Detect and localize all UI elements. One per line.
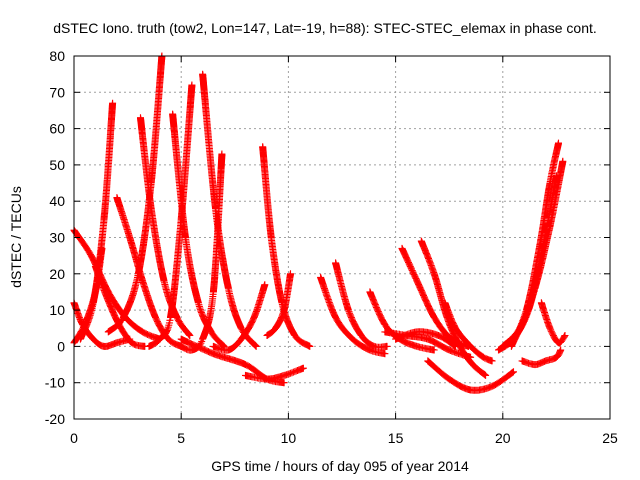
y-tick-label: -10 xyxy=(45,375,65,391)
plus-marker xyxy=(480,370,488,378)
plus-marker xyxy=(482,371,490,379)
x-tick-label: 20 xyxy=(495,430,511,446)
y-tick-label: 30 xyxy=(49,230,65,246)
data-series xyxy=(242,364,307,383)
plus-marker xyxy=(452,342,460,350)
y-tick-label: 70 xyxy=(49,84,65,100)
data-series xyxy=(392,328,460,350)
x-tick-label: 10 xyxy=(281,430,297,446)
grid-lines xyxy=(74,56,610,419)
data-series xyxy=(518,346,565,369)
plus-marker xyxy=(546,324,554,332)
plus-marker xyxy=(323,293,331,301)
data-series xyxy=(209,281,269,354)
plus-marker xyxy=(559,157,567,165)
plus-marker xyxy=(547,327,555,335)
data-series xyxy=(113,194,185,350)
y-tick-label: 50 xyxy=(49,157,65,173)
plus-marker xyxy=(488,357,496,365)
plus-marker xyxy=(237,324,245,332)
plus-marker xyxy=(306,342,314,350)
plus-marker xyxy=(547,326,555,334)
plus-marker xyxy=(519,317,527,325)
y-tick-label: 80 xyxy=(49,48,65,64)
plus-marker xyxy=(261,281,269,289)
data-series xyxy=(537,299,569,347)
data-series xyxy=(424,357,517,394)
plus-marker xyxy=(518,320,526,328)
data-series xyxy=(91,263,149,350)
x-tick-label: 5 xyxy=(177,430,185,446)
x-tick-label: 0 xyxy=(70,430,78,446)
data-series xyxy=(76,99,117,343)
y-tick-label: 40 xyxy=(49,193,65,209)
plus-marker xyxy=(383,342,391,350)
plus-marker xyxy=(252,342,260,350)
plus-marker xyxy=(186,332,194,339)
plus-marker xyxy=(280,379,288,387)
plus-marker xyxy=(218,150,226,158)
plus-marker xyxy=(467,353,475,361)
plus-marker xyxy=(188,81,196,89)
plus-marker xyxy=(557,346,565,354)
x-tick-labels: 0 5 10 15 20 25 xyxy=(70,430,618,446)
plus-marker xyxy=(510,368,517,376)
plus-marker xyxy=(173,313,181,321)
y-tick-label: 0 xyxy=(57,338,65,354)
y-tick-label: 10 xyxy=(49,302,65,318)
data-points xyxy=(70,52,569,394)
plus-marker xyxy=(381,350,389,358)
plus-marker xyxy=(251,341,259,349)
plus-marker xyxy=(345,308,353,316)
plus-marker xyxy=(555,139,562,147)
y-axis-label: dSTEC / TECUs xyxy=(8,186,24,288)
data-series xyxy=(317,273,389,358)
plus-marker xyxy=(109,99,117,107)
x-axis-label: GPS time / hours of day 095 of year 2014 xyxy=(211,458,469,474)
data-series xyxy=(332,259,391,351)
data-series xyxy=(398,244,472,350)
y-tick-label: 20 xyxy=(49,266,65,282)
plus-marker xyxy=(430,346,438,354)
plus-marker xyxy=(163,326,171,334)
data-series xyxy=(199,70,260,350)
y-tick-label: 60 xyxy=(49,121,65,137)
plus-marker xyxy=(520,312,528,320)
data-series xyxy=(104,52,166,336)
chart-title: dSTEC Iono. truth (tow2, Lon=147, Lat=-1… xyxy=(53,20,597,36)
data-series xyxy=(381,328,475,361)
y-tick-label: -20 xyxy=(45,411,65,427)
plus-marker xyxy=(299,364,307,372)
axis-ticks xyxy=(73,55,611,420)
data-series xyxy=(259,143,314,350)
plus-marker xyxy=(344,306,352,314)
x-tick-label: 15 xyxy=(388,430,404,446)
data-series xyxy=(441,299,496,365)
data-series xyxy=(263,270,294,339)
plus-marker xyxy=(561,332,569,339)
data-series xyxy=(507,139,562,350)
y-tick-labels: -20 -10 0 10 20 30 40 50 60 70 80 xyxy=(45,48,65,427)
plus-marker xyxy=(287,270,294,278)
plus-marker xyxy=(166,316,174,324)
x-tick-label: 25 xyxy=(602,430,618,446)
plus-marker xyxy=(346,309,354,317)
